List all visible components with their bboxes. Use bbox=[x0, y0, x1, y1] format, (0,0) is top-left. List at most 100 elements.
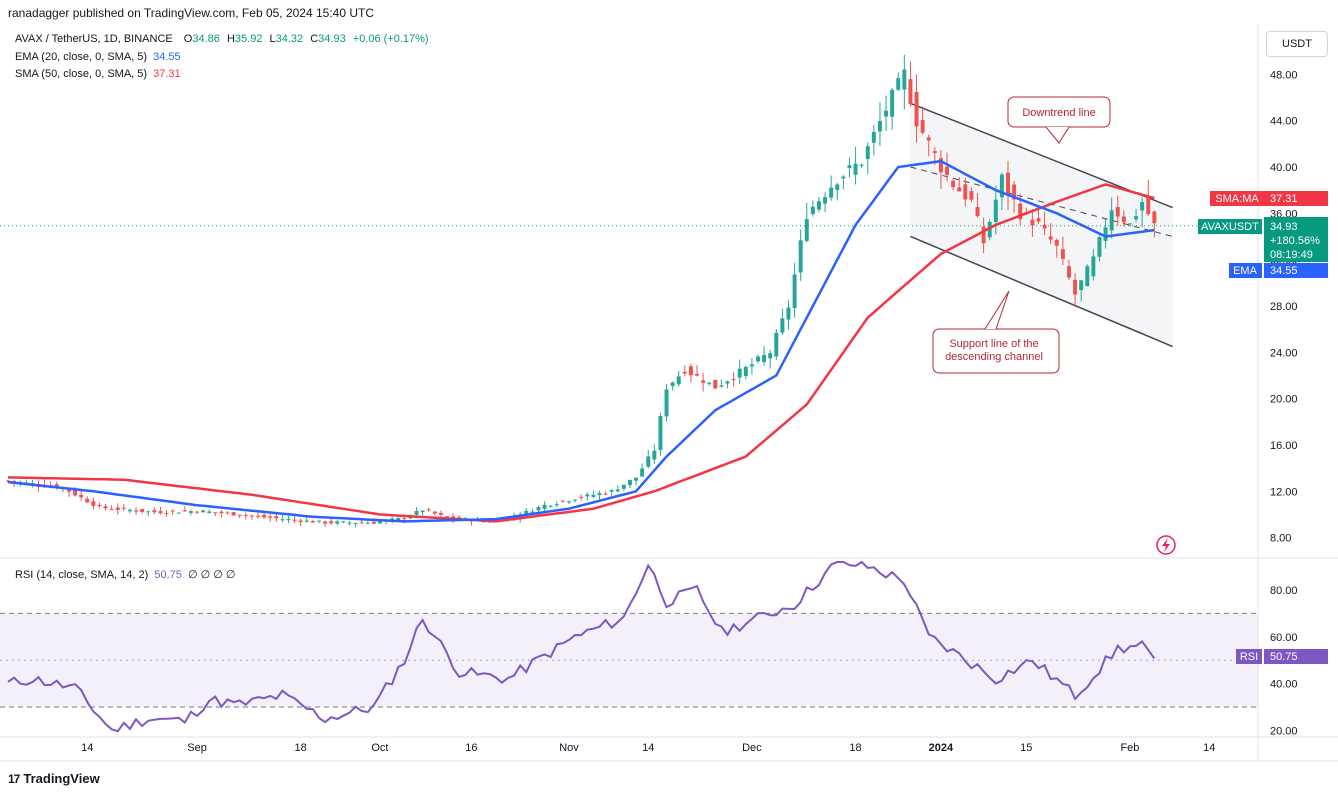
candle-body bbox=[1006, 172, 1010, 194]
price-badge-value-bg bbox=[1264, 217, 1328, 262]
high-value: 35.92 bbox=[234, 33, 263, 45]
candle-body bbox=[621, 484, 626, 489]
candle-body bbox=[1091, 256, 1096, 277]
price-tick-label: 20.00 bbox=[1270, 394, 1298, 406]
price-badge: AVAXUSDT 34.93 +180.56% 08:19:49 bbox=[1198, 217, 1328, 262]
candle-body bbox=[12, 480, 17, 482]
candle-body bbox=[804, 219, 809, 241]
ema-badge: EMA 34.55 bbox=[1229, 263, 1328, 278]
candle-body bbox=[835, 184, 840, 191]
candle-body bbox=[1097, 237, 1102, 257]
candle-body bbox=[377, 521, 382, 524]
candle-body bbox=[926, 137, 931, 141]
price-tick-label: 24.00 bbox=[1270, 347, 1298, 359]
price-badge-change: +180.56% bbox=[1270, 235, 1320, 247]
candle-body bbox=[993, 199, 998, 223]
candle-body bbox=[1079, 280, 1084, 291]
candle-body bbox=[335, 521, 340, 524]
downtrend-callout-pointer bbox=[1045, 126, 1070, 144]
candle-body bbox=[719, 385, 724, 387]
candle-body bbox=[969, 191, 974, 200]
candle-body bbox=[554, 504, 559, 506]
candle-body bbox=[816, 201, 821, 210]
downtrend-annotation: Downtrend line bbox=[1007, 96, 1111, 144]
support-label-line2: descending channel bbox=[945, 351, 1043, 363]
candle-body bbox=[725, 381, 730, 384]
price-tick-label: 12.00 bbox=[1270, 486, 1298, 498]
candle-body bbox=[652, 450, 657, 460]
candle-body bbox=[615, 489, 620, 492]
support-callout-pointer bbox=[984, 290, 1010, 330]
candle-body bbox=[1140, 202, 1145, 211]
candle-body bbox=[957, 187, 962, 192]
tradingview-logo[interactable]: 17 TradingView bbox=[8, 771, 100, 786]
candle-body bbox=[237, 514, 242, 516]
currency-button[interactable]: USDT bbox=[1266, 31, 1328, 57]
sma-legend-value: 37.31 bbox=[153, 68, 181, 80]
candle-body bbox=[164, 513, 169, 515]
candle-body bbox=[792, 274, 797, 308]
rsi-legend-value: 50.75 bbox=[154, 569, 182, 581]
lightning-icon[interactable] bbox=[1156, 535, 1176, 555]
time-tick-label: Feb bbox=[1120, 742, 1139, 754]
rsi-line bbox=[7, 560, 1156, 733]
candle-body bbox=[6, 480, 10, 482]
candle-body bbox=[231, 512, 236, 516]
candle-body bbox=[591, 494, 596, 497]
price-tick-label: 16.00 bbox=[1270, 440, 1298, 452]
candle-body bbox=[756, 356, 760, 362]
lightning-icon-bolt[interactable] bbox=[1162, 538, 1170, 552]
candle-body bbox=[274, 516, 279, 519]
sma-badge-name-bg bbox=[1210, 191, 1264, 206]
candle-body bbox=[987, 221, 992, 238]
candle-body bbox=[1146, 195, 1151, 215]
candle-body bbox=[743, 366, 748, 376]
candle-body bbox=[1121, 216, 1126, 223]
rsi-badge: RSI 50.75 bbox=[1236, 649, 1328, 664]
sma-badge-name: SMA:MA bbox=[1215, 193, 1259, 205]
channel-mid-line bbox=[910, 166, 1173, 237]
time-tick-label: 14 bbox=[642, 742, 654, 754]
candle-body bbox=[365, 522, 370, 524]
ema-badge-name: EMA bbox=[1233, 265, 1258, 277]
candle-body bbox=[1152, 211, 1157, 224]
candle-body bbox=[597, 493, 602, 496]
sma-badge-value: 37.31 bbox=[1270, 193, 1298, 205]
candle-body bbox=[646, 456, 651, 467]
candle-body bbox=[548, 505, 553, 507]
channel-fill bbox=[910, 103, 1173, 347]
candle-body bbox=[798, 240, 803, 273]
candle-body bbox=[256, 515, 260, 517]
candle-body bbox=[249, 515, 254, 517]
candle-body bbox=[1030, 219, 1035, 226]
candle-body bbox=[627, 479, 632, 486]
candle-body bbox=[341, 521, 346, 523]
time-tick-label: 15 bbox=[1020, 742, 1032, 754]
change-value: +0.06 (+0.17%) bbox=[352, 33, 429, 45]
candle-body bbox=[731, 379, 736, 381]
symbol-title: AVAX / TetherUS, 1D, BINANCE bbox=[15, 33, 173, 45]
candle-body bbox=[884, 110, 889, 117]
candle-body bbox=[329, 521, 334, 524]
candle-body bbox=[566, 501, 571, 503]
candle-body bbox=[225, 512, 230, 514]
axes-layer: 8.0012.0016.0020.0024.0028.0032.0036.004… bbox=[81, 69, 1297, 754]
candle-body bbox=[780, 318, 785, 333]
candle-body bbox=[536, 507, 541, 511]
candle-body bbox=[603, 493, 608, 495]
candle-body bbox=[390, 518, 395, 520]
time-tick-label: 14 bbox=[1203, 742, 1215, 754]
candle-body bbox=[310, 520, 315, 523]
ema-legend-label: EMA (20, close, 0, SMA, 5) bbox=[15, 51, 148, 63]
close-label: C bbox=[310, 33, 319, 45]
candle-body bbox=[304, 520, 309, 522]
open-value: 34.86 bbox=[192, 33, 220, 45]
candle-body bbox=[445, 516, 450, 518]
candle-body bbox=[975, 207, 980, 217]
candle-body bbox=[920, 120, 925, 133]
candle-body bbox=[1085, 266, 1090, 287]
ema-legend-value: 34.55 bbox=[153, 51, 181, 63]
candle-body bbox=[66, 488, 71, 492]
symbol-legend: AVAX / TetherUS, 1D, BINANCE O34.86 H35.… bbox=[15, 33, 429, 45]
